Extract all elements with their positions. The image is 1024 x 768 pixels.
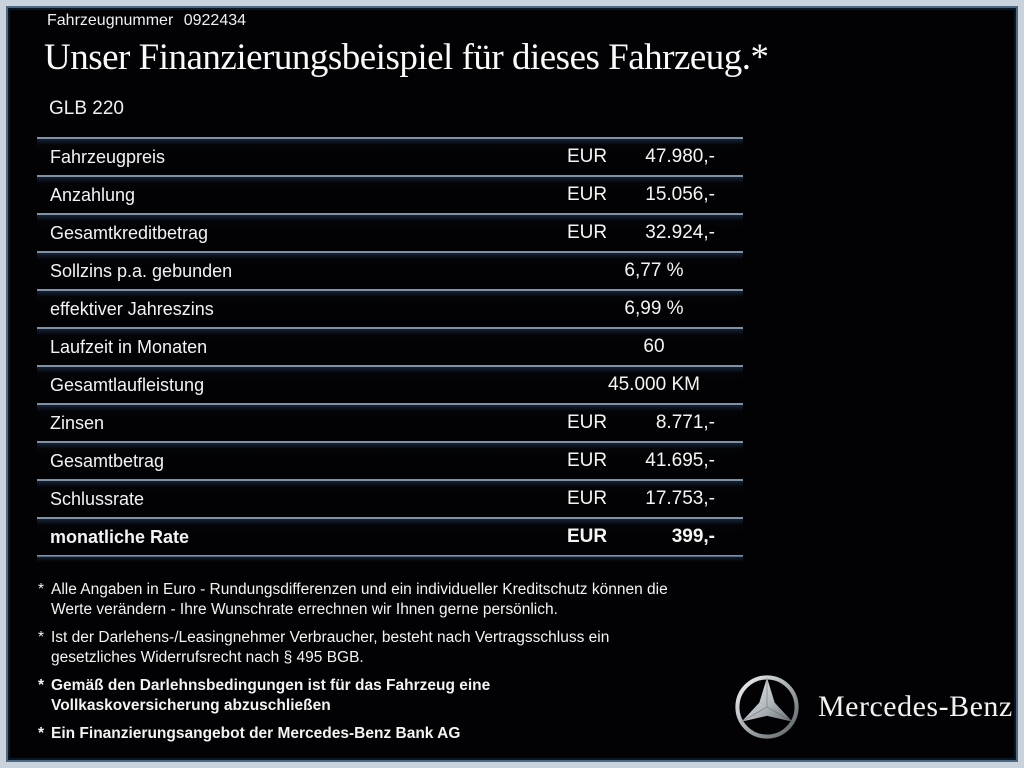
footnote-marker: * xyxy=(38,725,45,742)
row-currency: EUR xyxy=(567,488,608,509)
table-row: Fahrzeugpreis EUR 47.980,- xyxy=(37,137,743,175)
table-row: Sollzins p.a. gebunden 6,77 % xyxy=(37,251,743,289)
row-amount: 45.000 KM xyxy=(608,374,700,395)
row-currency: EUR xyxy=(567,526,608,547)
row-value: EUR 15.056,- xyxy=(547,177,743,213)
row-label: Zinsen xyxy=(50,412,105,433)
row-amount: 47.980,- xyxy=(645,146,715,167)
table-row: effektiver Jahreszins 6,99 % xyxy=(37,289,743,327)
footnote-text: Ein Finanzierungsangebot der Mercedes-Be… xyxy=(51,725,461,742)
row-label: monatliche Rate xyxy=(50,526,190,547)
page-title: Unser Finanzierungsbeispiel für dieses F… xyxy=(44,37,769,78)
row-label: Gesamtbetrag xyxy=(50,450,165,471)
vehicle-model: GLB 220 xyxy=(49,98,124,119)
vehicle-number-label: Fahrzeugnummer xyxy=(47,12,174,29)
table-row: Schlussrate EUR 17.753,- xyxy=(37,479,743,517)
row-label: Fahrzeugpreis xyxy=(50,146,166,167)
row-value: EUR 41.695,- xyxy=(547,443,743,479)
row-value: 6,77 % xyxy=(547,253,743,289)
row-value: EUR 17.753,- xyxy=(547,481,743,517)
footnote-marker: * xyxy=(38,581,45,598)
row-amount: 6,99 % xyxy=(624,298,684,319)
row-amount: 6,77 % xyxy=(624,260,684,281)
brand-wordmark: Mercedes-Benz xyxy=(818,690,1013,723)
row-amount: 41.695,- xyxy=(645,450,715,471)
table-row: Gesamtkreditbetrag EUR 32.924,- xyxy=(37,213,743,251)
row-value: EUR 8.771,- xyxy=(547,405,743,441)
row-amount: 60 xyxy=(643,336,665,357)
row-label: effektiver Jahreszins xyxy=(50,298,214,319)
footnote: * Ein Finanzierungsangebot der Mercedes-… xyxy=(38,724,768,744)
row-amount: 15.056,- xyxy=(645,184,715,205)
row-amount: 17.753,- xyxy=(645,488,715,509)
vehicle-number-value: 0922434 xyxy=(183,12,247,29)
row-currency: EUR xyxy=(567,146,608,167)
row-amount: 32.924,- xyxy=(645,222,715,243)
footnotes: * Alle Angaben in Euro - Rundungsdiffere… xyxy=(38,580,768,752)
footnote-text: Gemäß den Darlehnsbedingungen ist für da… xyxy=(51,677,491,714)
row-label: Gesamtkreditbetrag xyxy=(50,222,209,243)
row-value: 45.000 KM xyxy=(547,367,743,403)
row-value: EUR 47.980,- xyxy=(547,139,743,175)
finance-table: Fahrzeugpreis EUR 47.980,- Anzahlung EUR… xyxy=(37,137,743,562)
row-value: EUR 32.924,- xyxy=(547,215,743,251)
row-amount: 8.771,- xyxy=(655,412,715,433)
row-label: Sollzins p.a. gebunden xyxy=(50,260,233,281)
footnote: * Gemäß den Darlehnsbedingungen ist für … xyxy=(38,676,768,716)
brand-block: Mercedes-Benz xyxy=(733,673,1013,741)
row-label: Laufzeit in Monaten xyxy=(50,336,208,357)
row-amount: 399,- xyxy=(671,526,715,547)
table-row: Zinsen EUR 8.771,- xyxy=(37,403,743,441)
vehicle-number: Fahrzeugnummer 0922434 xyxy=(47,12,246,30)
row-currency: EUR xyxy=(567,450,608,471)
row-label: Anzahlung xyxy=(50,184,136,205)
row-value: 6,99 % xyxy=(547,291,743,327)
table-row: Gesamtbetrag EUR 41.695,- xyxy=(37,441,743,479)
footnote-text: Ist der Darlehens-/Leasingnehmer Verbrau… xyxy=(51,629,610,666)
table-row: Anzahlung EUR 15.056,- xyxy=(37,175,743,213)
table-row: monatliche Rate EUR 399,- xyxy=(37,517,743,555)
row-label: Schlussrate xyxy=(50,488,145,509)
row-label: Gesamtlaufleistung xyxy=(50,374,205,395)
finance-example-page: Fahrzeugnummer 0922434 Unser Finanzierun… xyxy=(6,6,1018,762)
footnote-marker: * xyxy=(38,677,45,694)
table-row: Gesamtlaufleistung 45.000 KM xyxy=(37,365,743,403)
row-currency: EUR xyxy=(567,222,608,243)
footnote-text: Alle Angaben in Euro - Rundungsdifferenz… xyxy=(51,581,668,618)
row-value: 60 xyxy=(547,329,743,365)
footnote: * Alle Angaben in Euro - Rundungsdiffere… xyxy=(38,580,768,620)
row-currency: EUR xyxy=(567,412,608,433)
row-currency: EUR xyxy=(567,184,608,205)
mercedes-star-icon xyxy=(735,675,799,739)
footnote: * Ist der Darlehens-/Leasingnehmer Verbr… xyxy=(38,628,768,668)
table-row: Laufzeit in Monaten 60 xyxy=(37,327,743,365)
row-value: EUR 399,- xyxy=(547,519,743,555)
footnote-marker: * xyxy=(38,629,45,646)
